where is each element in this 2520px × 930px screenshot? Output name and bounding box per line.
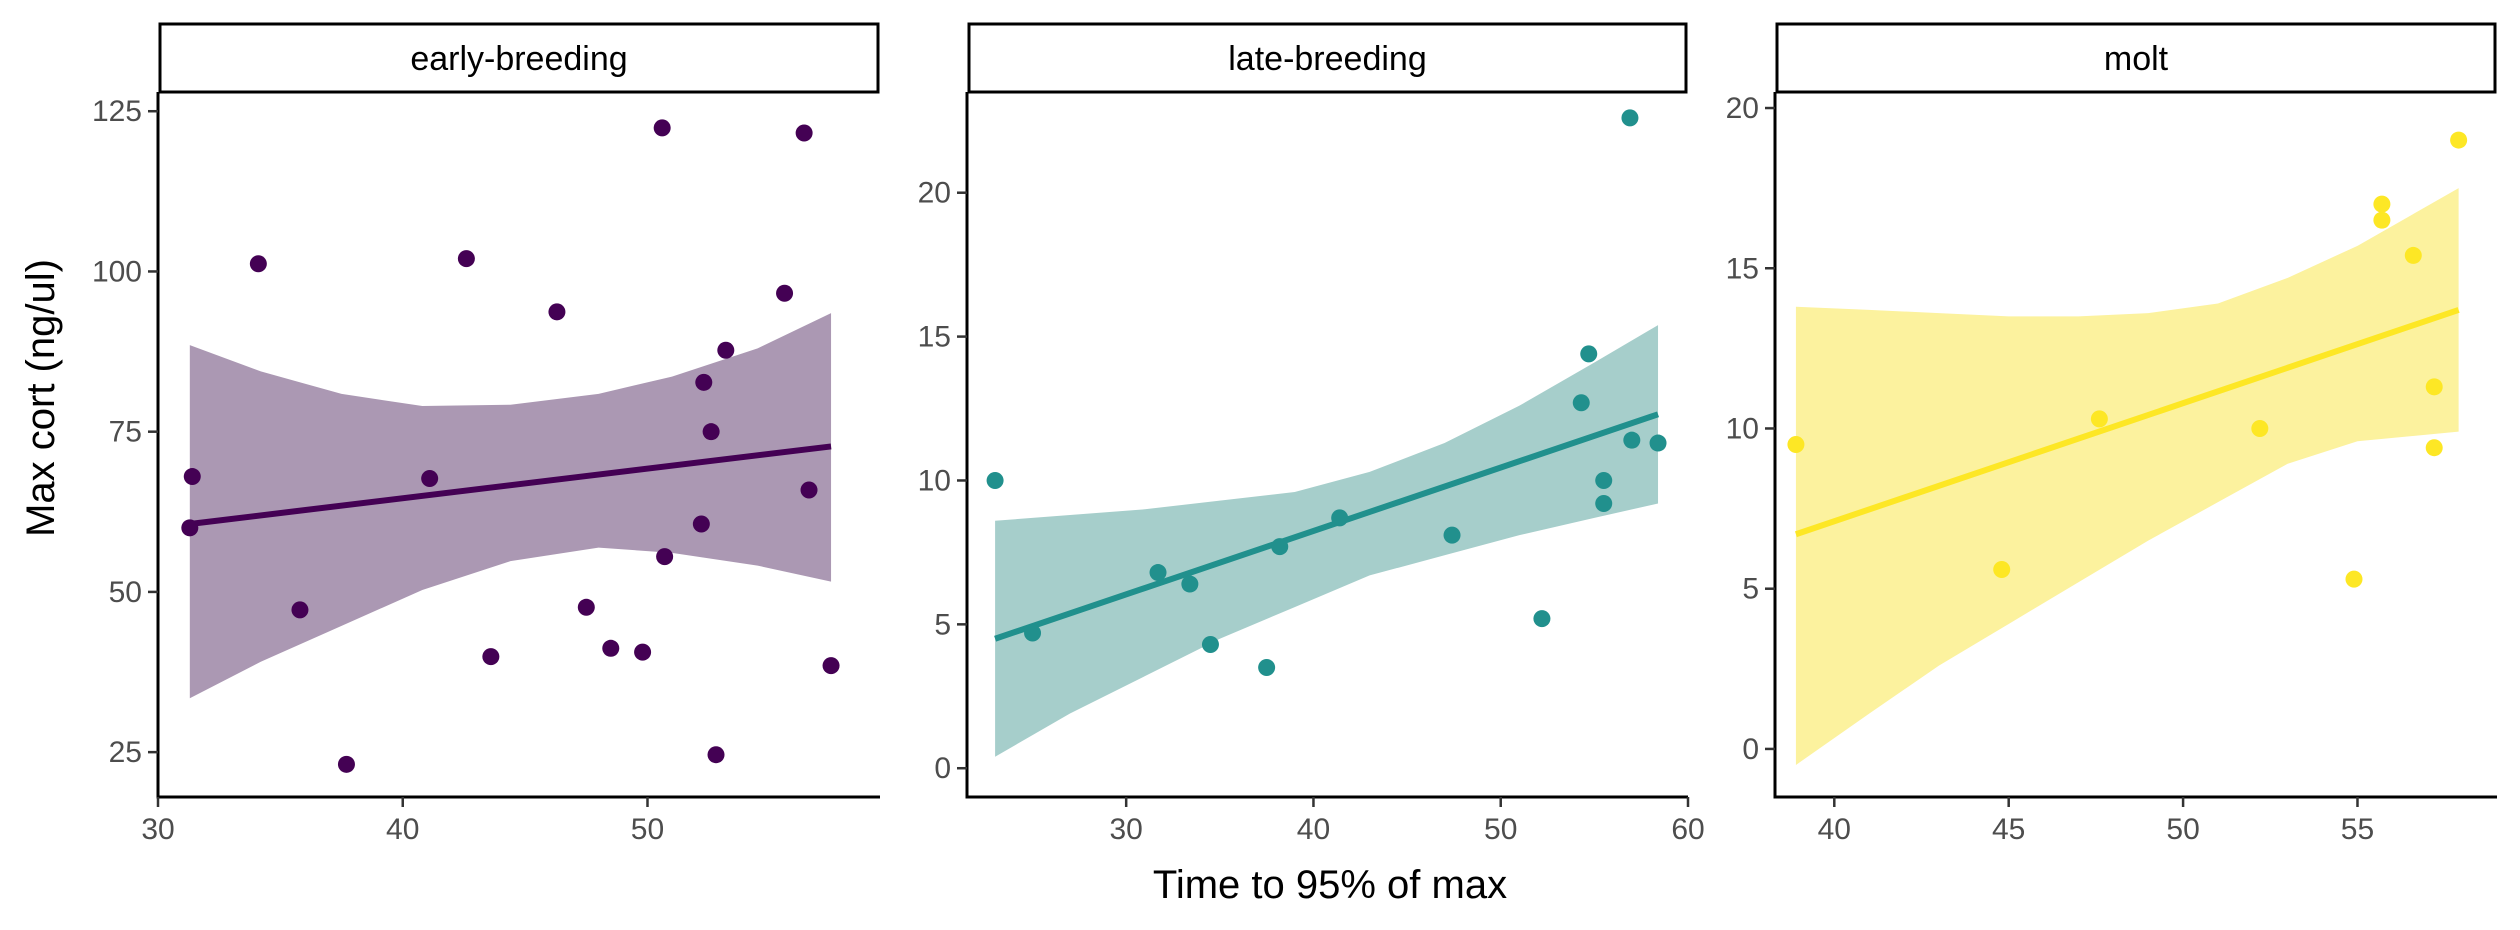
y-tick-label: 20 xyxy=(1726,92,1759,125)
data-point xyxy=(795,124,813,142)
data-point xyxy=(2373,211,2391,229)
x-tick-label: 40 xyxy=(386,813,419,846)
data-point xyxy=(1580,345,1598,363)
data-point xyxy=(822,657,840,675)
x-tick-label: 30 xyxy=(1109,813,1142,846)
y-tick-label: 25 xyxy=(109,736,142,769)
data-point xyxy=(776,284,794,302)
regression-line xyxy=(1794,307,2460,538)
x-tick-label: 60 xyxy=(1671,813,1704,846)
data-point xyxy=(695,373,713,391)
data-point xyxy=(1621,109,1639,127)
data-point xyxy=(548,303,566,321)
y-tick-label: 75 xyxy=(109,416,142,449)
y-tick-label: 5 xyxy=(1742,573,1759,606)
data-point xyxy=(2404,246,2422,264)
y-axis-title: Max cort (ng/ul) xyxy=(19,259,63,537)
y-tick-label: 15 xyxy=(1726,252,1759,285)
data-point xyxy=(1649,434,1667,452)
x-axis-title: Time to 95% of max xyxy=(1153,863,1507,907)
data-point xyxy=(717,341,735,359)
data-point xyxy=(2373,195,2391,213)
data-point xyxy=(656,548,674,566)
y-tick-label: 5 xyxy=(934,608,951,641)
panel-late-breeding: late-breeding 0 5 10 15 20 30 40 50 60 xyxy=(918,22,1705,846)
y-tick-label: 100 xyxy=(92,255,142,288)
data-point xyxy=(181,519,199,537)
data-point xyxy=(457,250,475,268)
x-tick-label: 50 xyxy=(1484,813,1517,846)
data-point xyxy=(1149,564,1167,582)
data-point xyxy=(1331,509,1349,527)
data-point xyxy=(2251,419,2269,437)
x-tick-label: 55 xyxy=(2341,813,2374,846)
x-tick-label: 50 xyxy=(2166,813,2199,846)
data-point xyxy=(2425,439,2443,457)
data-point xyxy=(986,471,1004,489)
data-point xyxy=(482,648,500,666)
data-point xyxy=(1595,471,1613,489)
strip-label: early-breeding xyxy=(410,40,627,78)
x-tick-label: 40 xyxy=(1818,813,1851,846)
y-tick-label: 10 xyxy=(918,464,951,497)
data-point xyxy=(2090,410,2108,428)
data-point xyxy=(692,515,710,533)
x-tick-label: 40 xyxy=(1297,813,1330,846)
data-point xyxy=(1201,635,1219,653)
data-point xyxy=(1533,610,1551,628)
data-point xyxy=(249,255,267,273)
data-point xyxy=(421,469,439,487)
data-point xyxy=(1595,494,1613,512)
data-point xyxy=(1993,560,2011,578)
data-point xyxy=(183,468,201,486)
data-point xyxy=(1024,624,1042,642)
y-tick-label: 0 xyxy=(934,752,951,785)
data-point xyxy=(1443,526,1461,544)
panel-early-breeding: early-breeding 25 50 75 100 125 30 40 50 xyxy=(92,22,880,846)
data-point xyxy=(2425,378,2443,396)
strip-box xyxy=(158,22,880,94)
confidence-band xyxy=(189,313,832,699)
strip-box xyxy=(1775,22,2497,94)
data-point xyxy=(2345,570,2363,588)
data-point xyxy=(1258,659,1276,677)
data-point xyxy=(702,423,720,441)
y-tick-label: 125 xyxy=(92,95,142,128)
data-point xyxy=(800,481,818,499)
y-tick-label: 15 xyxy=(918,321,951,354)
data-point xyxy=(1181,575,1199,593)
panel-molt: molt 0 5 10 15 20 40 45 50 55 xyxy=(1726,22,2497,846)
y-tick-label: 50 xyxy=(109,576,142,609)
data-point xyxy=(1787,436,1805,453)
y-tick-label: 0 xyxy=(1742,733,1759,766)
data-point xyxy=(1623,431,1641,449)
data-point xyxy=(707,746,725,764)
confidence-band xyxy=(995,325,1659,757)
regression-line xyxy=(189,443,832,527)
y-tick-label: 20 xyxy=(918,177,951,210)
confidence-band xyxy=(1795,188,2459,765)
x-tick-label: 50 xyxy=(631,813,664,846)
x-tick-label: 30 xyxy=(141,813,174,846)
data-point xyxy=(577,598,595,616)
data-point xyxy=(1271,538,1289,556)
data-point xyxy=(653,119,671,137)
y-tick-label: 10 xyxy=(1726,412,1759,445)
data-point xyxy=(602,639,620,657)
strip-label: molt xyxy=(2104,40,2169,78)
data-point xyxy=(634,643,652,661)
data-point xyxy=(291,601,309,619)
data-point xyxy=(2450,131,2468,149)
x-tick-label: 45 xyxy=(1992,813,2025,846)
regression-line xyxy=(994,411,1659,642)
data-point xyxy=(1572,394,1590,412)
strip-box xyxy=(967,22,1688,94)
data-point xyxy=(337,755,355,773)
strip-label: late-breeding xyxy=(1228,40,1426,78)
